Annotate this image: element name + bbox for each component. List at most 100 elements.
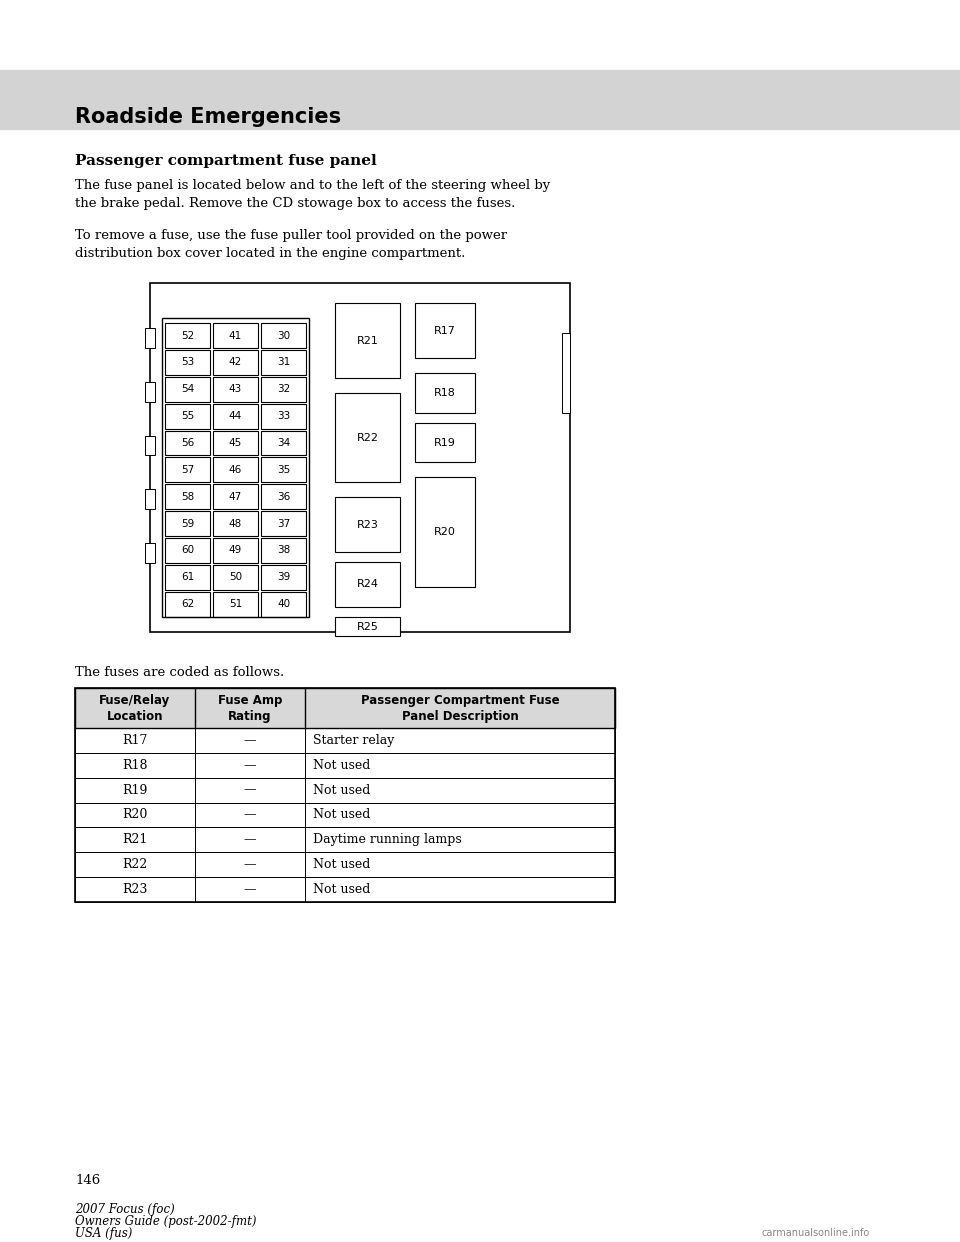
Text: 39: 39 [276, 573, 290, 582]
Text: 33: 33 [276, 411, 290, 421]
Bar [75, 753, 615, 777]
Text: The fuse panel is located below and to the left of the steering wheel by
the bra: The fuse panel is located below and to t… [75, 179, 550, 210]
Bar [261, 457, 306, 482]
Text: R18: R18 [122, 759, 148, 771]
Bar [562, 333, 570, 412]
Bar [213, 350, 258, 375]
Text: R20: R20 [434, 527, 456, 537]
Bar [75, 852, 615, 877]
Bar [165, 538, 210, 563]
Text: Not used: Not used [313, 858, 371, 871]
Text: Not used: Not used [313, 784, 371, 796]
Bar [75, 688, 615, 902]
Text: —: — [244, 809, 256, 821]
Text: 49: 49 [228, 545, 242, 555]
Bar [261, 431, 306, 456]
Bar [213, 512, 258, 537]
Text: Passenger compartment fuse panel: Passenger compartment fuse panel [75, 154, 376, 168]
Text: USA (fus): USA (fus) [75, 1227, 132, 1241]
Bar [261, 350, 306, 375]
Bar [75, 877, 615, 902]
Bar [213, 484, 258, 509]
Bar [261, 376, 306, 401]
Text: 61: 61 [180, 573, 194, 582]
Text: 32: 32 [276, 384, 290, 395]
Text: 41: 41 [228, 330, 242, 340]
Text: R24: R24 [356, 579, 378, 589]
Text: 58: 58 [180, 492, 194, 502]
Text: 55: 55 [180, 411, 194, 421]
Text: R19: R19 [434, 437, 456, 447]
Bar [261, 538, 306, 563]
Bar [162, 318, 309, 616]
Text: —: — [244, 833, 256, 846]
Text: To remove a fuse, use the fuse puller tool provided on the power
distribution bo: To remove a fuse, use the fuse puller to… [75, 229, 507, 260]
Text: Owners Guide (post-2002-fmt): Owners Guide (post-2002-fmt) [75, 1215, 256, 1228]
Text: R21: R21 [356, 335, 378, 345]
Bar [75, 688, 615, 728]
Bar [145, 381, 155, 401]
Text: R22: R22 [356, 432, 378, 442]
Bar [165, 431, 210, 456]
Bar [165, 323, 210, 348]
Text: Roadside Emergencies: Roadside Emergencies [75, 107, 341, 128]
Bar [213, 538, 258, 563]
Text: 57: 57 [180, 465, 194, 474]
Bar [213, 376, 258, 401]
Bar [165, 484, 210, 509]
Text: 30: 30 [276, 330, 290, 340]
Bar [213, 404, 258, 428]
Text: 45: 45 [228, 438, 242, 448]
Bar [145, 489, 155, 509]
Bar [75, 802, 615, 827]
Text: R25: R25 [356, 621, 378, 631]
Bar [0, 70, 960, 129]
Bar [261, 591, 306, 616]
Bar [75, 688, 615, 728]
Bar [415, 477, 475, 586]
Text: R22: R22 [122, 858, 148, 871]
Bar [75, 777, 615, 802]
Bar [335, 616, 400, 636]
Text: 59: 59 [180, 519, 194, 529]
Text: Passenger Compartment Fuse
Panel Description: Passenger Compartment Fuse Panel Descrip… [361, 693, 560, 723]
Text: 34: 34 [276, 438, 290, 448]
Text: R19: R19 [122, 784, 148, 796]
Text: 31: 31 [276, 358, 290, 368]
Bar [213, 323, 258, 348]
Text: 54: 54 [180, 384, 194, 395]
Text: R17: R17 [122, 734, 148, 746]
Bar [213, 565, 258, 590]
Text: —: — [244, 734, 256, 746]
Bar [213, 431, 258, 456]
Text: 35: 35 [276, 465, 290, 474]
Bar [415, 303, 475, 358]
Text: 48: 48 [228, 519, 242, 529]
Text: 56: 56 [180, 438, 194, 448]
Bar [145, 436, 155, 456]
Bar [335, 561, 400, 606]
Text: 53: 53 [180, 358, 194, 368]
Text: —: — [244, 784, 256, 796]
Bar [150, 283, 570, 631]
Text: Not used: Not used [313, 883, 371, 895]
Text: R23: R23 [122, 883, 148, 895]
Bar [335, 497, 400, 551]
Bar [145, 328, 155, 348]
Text: Not used: Not used [313, 759, 371, 771]
Text: R21: R21 [122, 833, 148, 846]
Bar [261, 512, 306, 537]
Text: 62: 62 [180, 599, 194, 609]
Text: The fuses are coded as follows.: The fuses are coded as follows. [75, 666, 284, 679]
Bar [415, 422, 475, 462]
Text: R18: R18 [434, 388, 456, 397]
Text: —: — [244, 883, 256, 895]
Text: 43: 43 [228, 384, 242, 395]
Text: 44: 44 [228, 411, 242, 421]
Text: 46: 46 [228, 465, 242, 474]
Bar [261, 323, 306, 348]
Bar [335, 392, 400, 482]
Text: 50: 50 [228, 573, 242, 582]
Bar [165, 591, 210, 616]
Text: Fuse Amp
Rating: Fuse Amp Rating [218, 693, 282, 723]
